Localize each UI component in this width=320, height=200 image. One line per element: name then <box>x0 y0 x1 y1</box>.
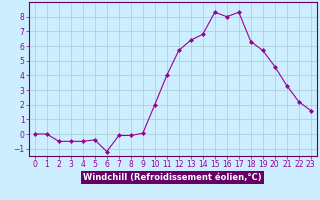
X-axis label: Windchill (Refroidissement éolien,°C): Windchill (Refroidissement éolien,°C) <box>84 173 262 182</box>
